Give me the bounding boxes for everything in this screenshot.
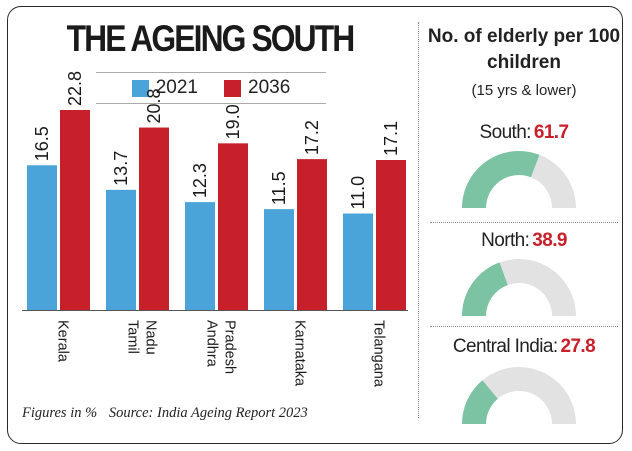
- gauge-label-north: North: 38.9: [424, 230, 624, 252]
- bar-2036-telangana: [376, 160, 406, 310]
- gauge-separator: [430, 326, 618, 327]
- gauge-value-south: 61.7: [533, 122, 569, 143]
- legend-swatch-2021: [131, 79, 149, 97]
- bar-chart: 16.5 22.8 Kerala 13.7 20.8 Tamil Nadu 12.3 19.0 A…: [22, 71, 408, 388]
- gauge-value-central: 27.8: [560, 336, 596, 357]
- bar-2021-karnataka: [264, 209, 294, 310]
- legend: 2021 2036: [96, 72, 326, 104]
- tick-label-andhra-pradesh: Andhra: [204, 320, 220, 368]
- gauge-fill: [462, 262, 508, 316]
- bar-2036-karnataka: [297, 159, 327, 310]
- footnote-source: Source: India Ageing Report 2023: [108, 405, 308, 421]
- gauge-south: [462, 151, 576, 208]
- panel-divider: [418, 22, 419, 418]
- footnote: Figures in % Source: India Ageing Report…: [22, 405, 308, 422]
- bar-2021-kerala: [27, 165, 57, 310]
- chart-frame: [7, 6, 623, 444]
- gauge-fill: [462, 151, 540, 208]
- gauge-label-south: South: 61.7: [424, 122, 624, 144]
- gauge-panel-subtitle: (15 yrs & lower): [471, 82, 577, 99]
- tick-label-karnataka: Karnataka: [292, 320, 308, 387]
- data-label-2021-kerala: 16.5: [32, 126, 52, 161]
- data-label-2036-kerala: 22.8: [65, 71, 85, 106]
- data-label-2021-karnataka: 11.5: [269, 171, 289, 205]
- data-label-2036-tamil-nadu: 20.8: [144, 88, 164, 123]
- tick-label-tamil-nadu: Tamil: [125, 320, 141, 354]
- data-label-2021-telangana: 11.0: [348, 176, 368, 210]
- gauge-name-south: South:: [479, 122, 532, 143]
- gauge-value-north: 38.9: [532, 230, 567, 251]
- gauge-track: [462, 367, 576, 424]
- gauge-name-central: Central India:: [452, 336, 558, 357]
- legend-swatch-2036: [224, 79, 241, 97]
- gauge-separator: [430, 222, 618, 223]
- data-label-2021-tamil-nadu: 13.7: [111, 151, 131, 186]
- bar-2036-kerala: [60, 110, 90, 310]
- bar-2021-telangana: [343, 213, 373, 310]
- tick-label-telangana: Telangana: [371, 320, 387, 388]
- tick-label-kerala: Kerala: [55, 320, 71, 363]
- chart-title: THE AGEING SOUTH: [66, 18, 356, 59]
- data-label-2021-andhra-pradesh: 12.3: [190, 163, 210, 198]
- tick-label-tamil-nadu: Nadu: [143, 320, 159, 355]
- legend-item-2036: 2036: [224, 77, 290, 99]
- gauge-central: [462, 367, 576, 424]
- bar-2036-andhra-pradesh: [218, 143, 248, 310]
- gauge-panel-title: No. of elderly per 100 children: [427, 26, 621, 73]
- legend-label-2021: 2021: [155, 77, 198, 98]
- bar-2021-tamil-nadu: [106, 189, 136, 310]
- data-label-2036-andhra-pradesh: 19.0: [223, 104, 243, 139]
- bar-2021-andhra-pradesh: [185, 202, 215, 310]
- data-label-2036-karnataka: 17.2: [302, 120, 322, 155]
- gauge-label-central: Central India: 27.8: [424, 336, 624, 358]
- gauge-fill: [462, 380, 498, 424]
- tick-label-andhra-pradesh: Pradesh: [222, 320, 238, 374]
- data-label-2036-telangana: 17.1: [381, 121, 401, 156]
- legend-label-2036: 2036: [248, 77, 291, 98]
- footnote-units: Figures in %: [22, 405, 98, 421]
- bar-2036-tamil-nadu: [139, 127, 169, 311]
- gauge-name-north: North:: [481, 230, 530, 251]
- gauge-north: [462, 259, 576, 316]
- legend-item-2021: 2021: [131, 77, 198, 99]
